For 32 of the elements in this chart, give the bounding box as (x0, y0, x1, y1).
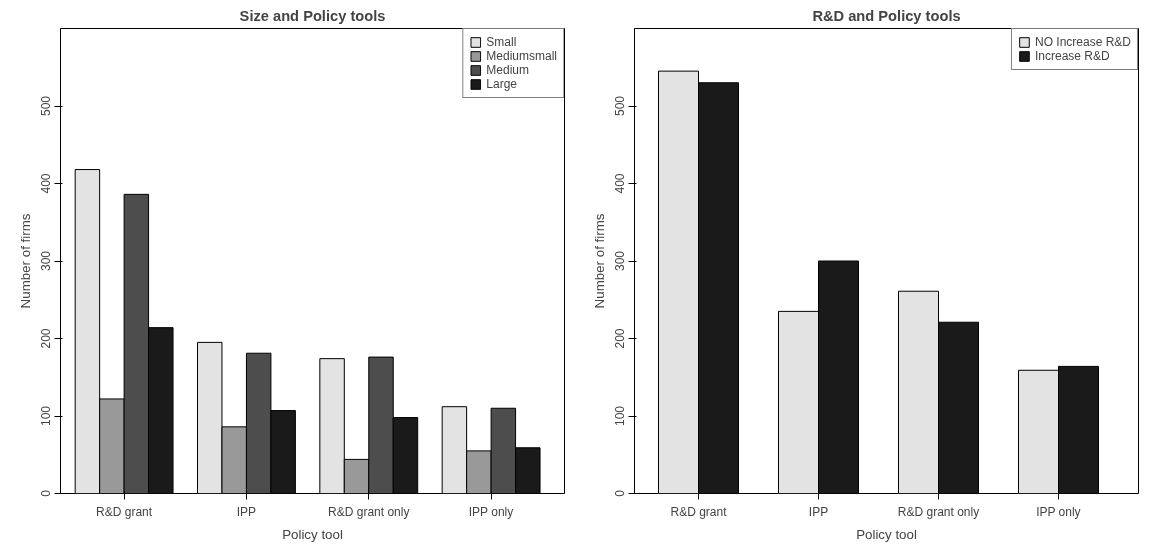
y-tick-label: 0 (612, 489, 627, 497)
x-tick-label: IPP (236, 504, 257, 519)
y-tick-label: 400 (612, 173, 627, 194)
x-axis-title: Policy tool (282, 526, 343, 542)
y-tick-label: 300 (612, 250, 627, 272)
y-tick-label: 200 (38, 328, 53, 349)
legend-label: Increase R&D (1034, 49, 1110, 63)
x-tick-label: R&D grant (670, 504, 728, 519)
y-tick-label: 200 (612, 328, 627, 349)
legend-label: Medium (486, 63, 529, 77)
y-tick-label: 100 (612, 405, 627, 427)
x-axis-title: Policy tool (856, 526, 917, 542)
y-tick-label: 100 (38, 405, 53, 427)
x-tick-label: R&D grant only (328, 504, 410, 519)
x-tick-label: IPP only (468, 504, 514, 519)
y-tick-label: 300 (38, 250, 53, 272)
legend-label: Large (486, 77, 518, 91)
x-tick-label: R&D grant (96, 504, 153, 519)
x-tick-label: R&D grant only (897, 504, 980, 519)
y-tick-label: 500 (612, 95, 627, 117)
y-tick-label: 0 (38, 489, 53, 497)
y-tick-label: 500 (38, 95, 53, 117)
y-tick-label: 400 (38, 173, 53, 194)
legend-label: Small (486, 35, 517, 49)
x-tick-label: IPP only (1036, 504, 1081, 519)
x-tick-label: IPP (808, 504, 829, 519)
y-axis-title: Number of firms (591, 213, 607, 309)
chart-title: R&D and Policy tools (812, 7, 961, 24)
y-axis-title: Number of firms (17, 213, 33, 309)
legend-label: NO Increase R&D (1034, 35, 1131, 49)
legend-label: Mediumsmall (486, 49, 557, 63)
chart-title: Size and Policy tools (239, 7, 386, 24)
